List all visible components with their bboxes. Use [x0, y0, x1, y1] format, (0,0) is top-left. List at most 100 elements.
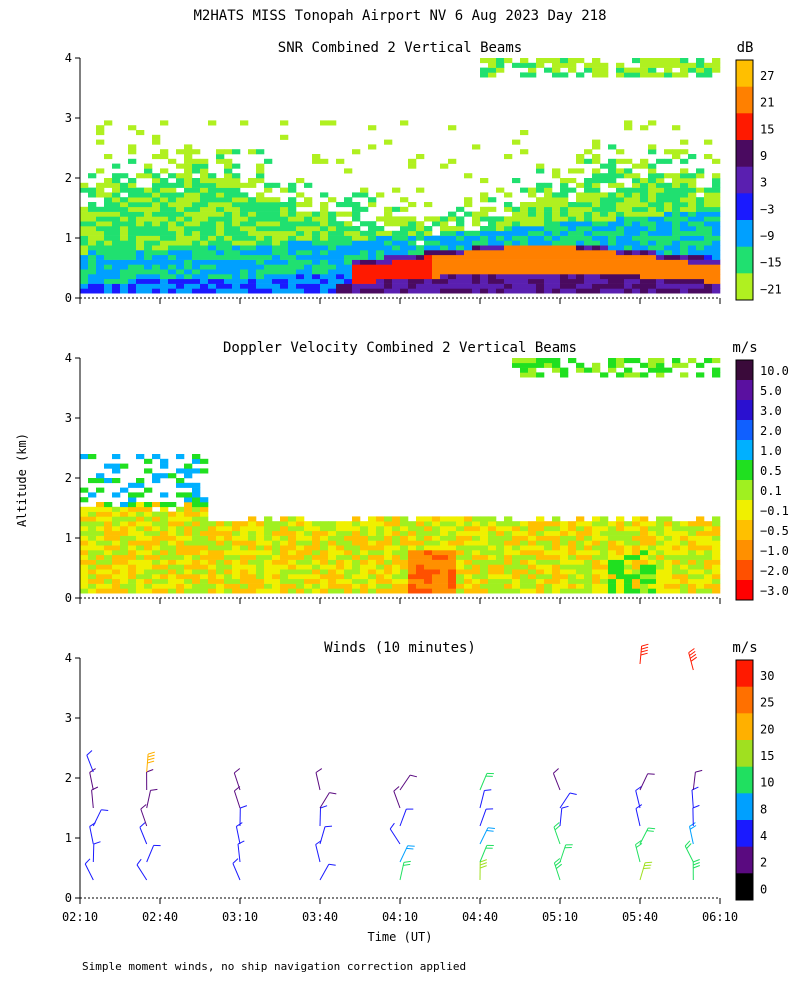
heatmap-cell	[288, 569, 296, 574]
heatmap-cell	[656, 516, 664, 521]
heatmap-cell	[304, 560, 312, 565]
heatmap-cell	[120, 226, 128, 231]
heatmap-cell	[504, 260, 512, 265]
heatmap-cell	[208, 274, 216, 279]
heatmap-cell	[120, 574, 128, 579]
heatmap-cell	[448, 526, 456, 531]
heatmap-cell	[672, 231, 680, 236]
heatmap-cell	[400, 574, 408, 579]
heatmap-cell	[472, 579, 480, 584]
heatmap-cell	[672, 63, 680, 68]
heatmap-cell	[176, 226, 184, 231]
heatmap-cell	[408, 245, 416, 250]
heatmap-cell	[624, 159, 632, 164]
heatmap-cell	[616, 526, 624, 531]
heatmap-cell	[480, 540, 488, 545]
heatmap-cell	[592, 192, 600, 197]
heatmap-cell	[712, 264, 720, 269]
heatmap-cell	[288, 531, 296, 536]
heatmap-cell	[624, 564, 632, 569]
heatmap-cell	[296, 284, 304, 289]
heatmap-cell	[256, 164, 264, 169]
heatmap-cell	[272, 183, 280, 188]
heatmap-cell	[648, 212, 656, 217]
heatmap-cell	[488, 588, 496, 593]
heatmap-cell	[688, 202, 696, 207]
heatmap-cell	[600, 212, 608, 217]
heatmap-cell	[136, 560, 144, 565]
heatmap-cell	[144, 288, 152, 293]
heatmap-cell	[512, 536, 520, 541]
heatmap-cell	[144, 279, 152, 284]
heatmap-cell	[304, 536, 312, 541]
heatmap-cell	[488, 260, 496, 265]
heatmap-cell	[264, 588, 272, 593]
heatmap-cell	[104, 197, 112, 202]
heatmap-cell	[560, 284, 568, 289]
heatmap-cell	[80, 279, 88, 284]
wind-barb	[640, 644, 648, 664]
heatmap-cell	[600, 372, 608, 377]
heatmap-cell	[576, 588, 584, 593]
barb-feather	[148, 758, 155, 760]
heatmap-cell	[496, 536, 504, 541]
heatmap-cell	[232, 550, 240, 555]
heatmap-cell	[664, 516, 672, 521]
heatmap-cell	[320, 245, 328, 250]
heatmap-cell	[312, 274, 320, 279]
heatmap-cell	[504, 560, 512, 565]
heatmap-cell	[88, 531, 96, 536]
heatmap-cell	[448, 588, 456, 593]
heatmap-cell	[312, 159, 320, 164]
heatmap-cell	[152, 526, 160, 531]
heatmap-cell	[312, 269, 320, 274]
heatmap-cell	[80, 284, 88, 289]
heatmap-cell	[432, 236, 440, 241]
heatmap-cell	[200, 245, 208, 250]
heatmap-cell	[256, 569, 264, 574]
heatmap-cell	[640, 521, 648, 526]
heatmap-cell	[184, 536, 192, 541]
heatmap-cell	[592, 245, 600, 250]
heatmap-cell	[496, 250, 504, 255]
heatmap-cell	[664, 569, 672, 574]
heatmap-cell	[200, 521, 208, 526]
heatmap-cell	[576, 159, 584, 164]
heatmap-cell	[224, 560, 232, 565]
heatmap-cell	[448, 564, 456, 569]
heatmap-cell	[704, 197, 712, 202]
barb-staff	[147, 790, 151, 808]
heatmap-cell	[592, 221, 600, 226]
heatmap-cell	[104, 579, 112, 584]
heatmap-cell	[424, 536, 432, 541]
heatmap-cell	[576, 363, 584, 368]
heatmap-cell	[632, 372, 640, 377]
heatmap-cell	[144, 531, 152, 536]
heatmap-cell	[696, 288, 704, 293]
heatmap-cell	[80, 255, 88, 260]
heatmap-cell	[616, 207, 624, 212]
heatmap-cell	[608, 236, 616, 241]
heatmap-cell	[280, 588, 288, 593]
heatmap-cell	[256, 226, 264, 231]
heatmap-cell	[272, 274, 280, 279]
heatmap-cell	[184, 531, 192, 536]
heatmap-cell	[280, 260, 288, 265]
heatmap-cell	[112, 226, 120, 231]
heatmap-cell	[304, 264, 312, 269]
heatmap-cell	[120, 488, 128, 493]
heatmap-cell	[648, 221, 656, 226]
heatmap-cell	[216, 579, 224, 584]
heatmap-cell	[168, 197, 176, 202]
heatmap-cell	[192, 168, 200, 173]
heatmap-cell	[184, 545, 192, 550]
heatmap-cell	[496, 245, 504, 250]
heatmap-cell	[528, 240, 536, 245]
heatmap-cell	[160, 545, 168, 550]
heatmap-cell	[400, 545, 408, 550]
heatmap-cell	[712, 569, 720, 574]
heatmap-cell	[520, 216, 528, 221]
heatmap-cell	[712, 58, 720, 63]
barb-staff	[390, 829, 400, 844]
heatmap-cell	[336, 540, 344, 545]
